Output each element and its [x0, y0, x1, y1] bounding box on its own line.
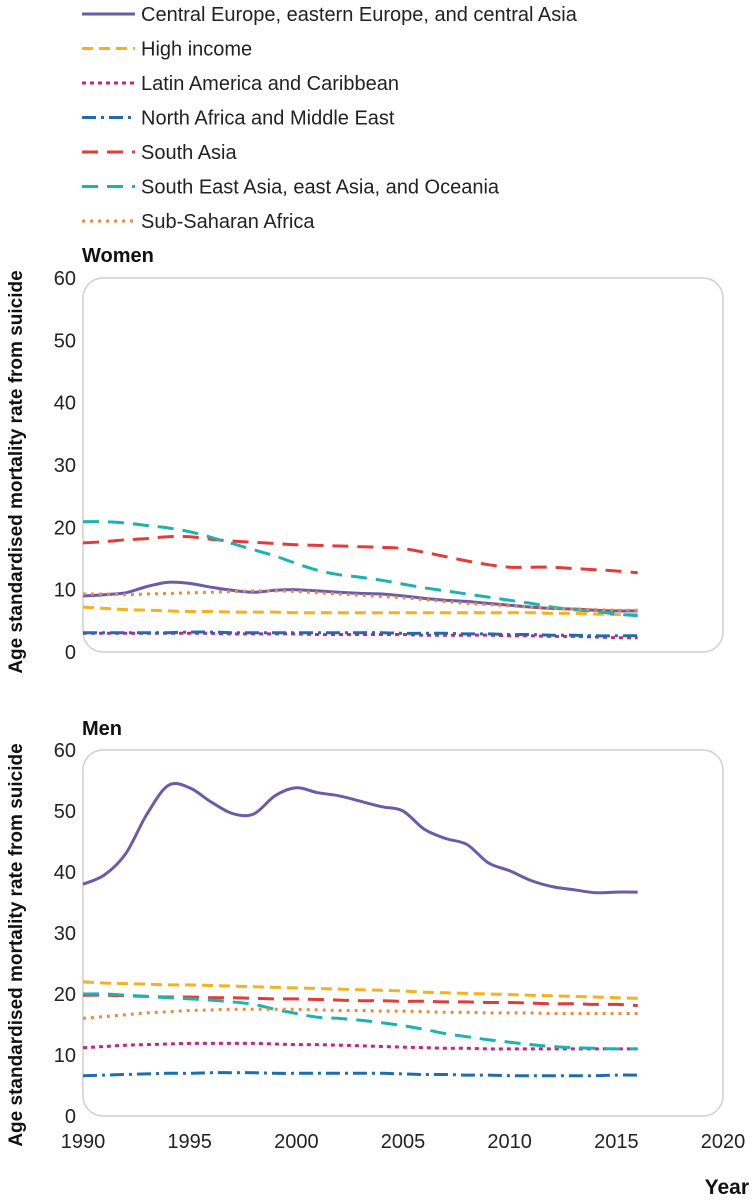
y-axis-title-women: Age standardised mortality rate from sui…	[6, 270, 27, 673]
series-line-men-south-east-asia-east-asia-and-oceania	[82, 992, 638, 1051]
series-line-women-south-asia	[82, 534, 638, 575]
y-tick-men-50: 50	[54, 801, 76, 823]
y-axis-title-men: Age standardised mortality rate from sui…	[6, 743, 27, 1146]
legend-label-north-africa-and-middle-east: North Africa and Middle East	[141, 108, 395, 130]
x-tick-1990: 1990	[61, 1131, 106, 1153]
x-ticks: 1990 1995 2000 2005 2010 2015 2020	[61, 1131, 746, 1153]
x-tick-1995: 1995	[167, 1131, 212, 1153]
lines-women	[82, 520, 638, 640]
x-tick-2020: 2020	[701, 1131, 746, 1153]
x-tick-2000: 2000	[274, 1131, 319, 1153]
legend-label-latin-america-and-caribbean: Latin America and Caribbean	[141, 73, 399, 95]
y-tick-women-10: 10	[54, 580, 76, 602]
y-tick-women-50: 50	[54, 330, 76, 352]
x-axis-title: Year	[705, 1176, 749, 1199]
y-tick-men-40: 40	[54, 862, 76, 884]
legend-label-central-europe-eastern-europe-and-central-asia: Central Europe, eastern Europe, and cent…	[141, 4, 578, 26]
x-tick-2010: 2010	[487, 1131, 532, 1153]
y-tick-women-20: 20	[54, 517, 76, 539]
y-ticks-women: 0 10 20 30 40 50 60	[54, 268, 76, 664]
y-tick-men-10: 10	[54, 1045, 76, 1067]
series-line-men-high-income	[82, 980, 638, 1000]
legend: Central Europe, eastern Europe, and cent…	[82, 4, 578, 233]
y-tick-women-0: 0	[65, 642, 76, 664]
series-line-men-north-africa-and-middle-east	[82, 1071, 638, 1078]
panel-title-men: Men	[82, 718, 122, 740]
y-tick-women-30: 30	[54, 455, 76, 477]
legend-label-sub-saharan-africa: Sub-Saharan Africa	[141, 211, 315, 233]
series-line-women-north-africa-and-middle-east	[82, 630, 638, 638]
lines-men	[82, 782, 638, 1078]
series-line-women-high-income	[82, 605, 638, 617]
legend-label-south-asia: South Asia	[141, 142, 238, 164]
plot-frame-men	[82, 749, 724, 1117]
y-tick-men-20: 20	[54, 984, 76, 1006]
series-line-women-south-east-asia-east-asia-and-oceania	[82, 520, 638, 618]
y-tick-women-40: 40	[54, 393, 76, 415]
series-line-men-south-asia	[82, 993, 638, 1008]
y-tick-men-60: 60	[54, 740, 76, 762]
x-tick-2005: 2005	[381, 1131, 426, 1153]
series-line-women-central-europe-eastern-europe-and-central-asia	[82, 580, 638, 613]
x-tick-2015: 2015	[594, 1131, 639, 1153]
series-line-men-central-europe-eastern-europe-and-central-asia	[82, 782, 638, 895]
panel-title-women: Women	[82, 245, 154, 267]
plot-frame-women	[82, 277, 724, 653]
y-tick-men-30: 30	[54, 923, 76, 945]
y-ticks-men: 0 10 20 30 40 50 60	[54, 740, 76, 1128]
legend-label-high-income: High income	[141, 39, 252, 61]
y-tick-women-60: 60	[54, 268, 76, 290]
series-line-men-latin-america-and-caribbean	[82, 1041, 638, 1051]
legend-label-south-east-asia-east-asia-and-oceania: South East Asia, east Asia, and Oceania	[141, 177, 500, 199]
y-tick-men-0: 0	[65, 1106, 76, 1128]
